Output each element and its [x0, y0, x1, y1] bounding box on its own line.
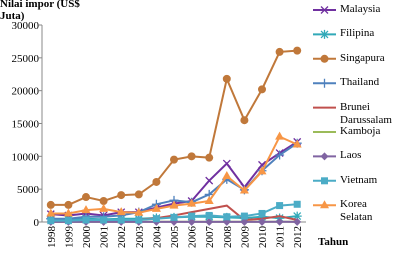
x-axis-title: Tahun [318, 236, 349, 248]
y-tick-label: 15000 [12, 119, 40, 131]
x-tick-label: 2005 [169, 226, 181, 249]
point [152, 215, 160, 223]
point [134, 190, 143, 199]
x-tick-label: 2003 [134, 226, 146, 249]
point [275, 150, 285, 160]
x-tick-label: 2011 [275, 226, 287, 248]
point [82, 193, 90, 202]
point [239, 185, 249, 194]
point [46, 208, 56, 217]
point [240, 116, 249, 125]
point [276, 202, 284, 210]
legend-label: Thailand [340, 76, 380, 89]
point [151, 203, 161, 212]
x-tick-label: 2002 [116, 226, 128, 248]
legend-marker [321, 177, 328, 185]
point [240, 217, 249, 226]
point [47, 217, 55, 225]
point [46, 200, 55, 209]
point [99, 196, 108, 205]
point [100, 216, 108, 224]
x-tick-label: 1998 [46, 226, 58, 249]
point [64, 200, 73, 209]
point [169, 200, 179, 209]
point [258, 85, 266, 94]
point [205, 176, 214, 185]
point [222, 74, 231, 83]
legend-marker [320, 78, 329, 88]
point [135, 216, 143, 224]
point [275, 217, 284, 226]
legend-label: Vietnam [340, 173, 378, 186]
point [117, 191, 126, 200]
x-tick-label: 2001 [99, 226, 111, 248]
point [205, 211, 213, 219]
legend-label: Korea Selatan [340, 198, 373, 224]
point [240, 212, 248, 220]
point [204, 195, 214, 204]
legend-marker [320, 6, 329, 14]
point [117, 216, 125, 224]
point [293, 46, 302, 55]
x-tick-label: 2004 [151, 226, 163, 249]
legend-label: Brunei Darussalam [340, 100, 392, 126]
legend-marker [320, 54, 329, 63]
point [275, 47, 284, 56]
x-tick-label: 2008 [222, 226, 234, 249]
x-tick-label: 2006 [187, 226, 199, 249]
point [258, 209, 266, 217]
point [187, 198, 197, 207]
x-tick-label: 2010 [257, 226, 269, 249]
point [152, 177, 161, 186]
legend-label: Filipina [340, 27, 375, 40]
point [81, 205, 91, 214]
point [187, 152, 196, 161]
y-axis-title: Nilai impor (US$ Juta) [0, 0, 80, 22]
legend-label: Singapura [340, 51, 385, 64]
series-line [50, 49, 298, 206]
legend-label: Laos [340, 149, 362, 162]
legend-marker [320, 29, 329, 39]
point [292, 211, 302, 221]
point [134, 207, 144, 216]
point [205, 217, 214, 226]
point [205, 153, 214, 162]
y-tick-label: 0 [34, 217, 40, 229]
point [292, 139, 302, 148]
legend-label: Kamboja [340, 125, 381, 137]
x-tick-label: 2009 [239, 226, 251, 249]
point [187, 217, 196, 226]
point [116, 207, 126, 216]
y-tick-label: 30000 [12, 20, 40, 32]
point [63, 208, 73, 217]
x-tick-label: 1999 [63, 226, 75, 249]
y-tick-label: 5000 [17, 184, 40, 196]
point [82, 216, 90, 224]
point [223, 213, 231, 221]
point [222, 171, 232, 180]
x-tick-label: 2012 [292, 226, 304, 248]
y-tick-label: 25000 [12, 53, 40, 65]
point [99, 203, 109, 212]
point [170, 213, 178, 221]
y-tick-label: 10000 [12, 151, 40, 163]
y-tick-label: 20000 [12, 86, 40, 98]
legend-marker [320, 200, 329, 209]
point [64, 217, 72, 225]
point [222, 159, 231, 168]
point [293, 200, 301, 208]
legend-marker [320, 152, 329, 161]
point [188, 212, 196, 220]
point [170, 155, 178, 164]
point [258, 217, 266, 226]
legend-label: Malaysia [340, 3, 381, 15]
x-tick-label: 2007 [204, 226, 216, 249]
point [257, 166, 267, 175]
point [275, 131, 285, 140]
x-tick-label: 2000 [81, 226, 93, 249]
point [293, 217, 302, 226]
